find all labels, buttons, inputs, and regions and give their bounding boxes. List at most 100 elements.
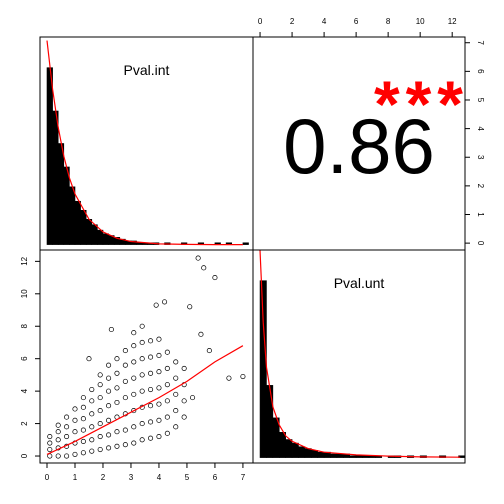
panel	[46, 255, 246, 459]
point	[47, 453, 53, 459]
point	[164, 414, 170, 420]
point	[86, 356, 92, 362]
point	[131, 330, 137, 336]
point	[198, 331, 204, 337]
bar	[57, 143, 65, 245]
point	[89, 448, 95, 454]
point	[80, 416, 86, 422]
bar	[349, 455, 357, 458]
point	[114, 443, 120, 449]
x-tick-label: 10	[416, 17, 425, 26]
point	[106, 362, 112, 368]
point	[122, 378, 128, 384]
y-tick-label: 0	[476, 241, 485, 246]
trend-line	[259, 250, 461, 458]
bar	[355, 455, 363, 458]
point	[164, 430, 170, 436]
y-tick-label: 5	[476, 98, 485, 103]
point	[173, 375, 179, 381]
point	[55, 453, 61, 459]
y-tick-label: 8	[20, 323, 29, 328]
point	[97, 421, 103, 427]
bar	[285, 439, 293, 458]
point	[97, 434, 103, 440]
point	[240, 373, 246, 380]
point	[189, 395, 196, 401]
point	[80, 427, 86, 433]
bar	[52, 110, 59, 245]
x-tick-label: 7	[241, 473, 246, 482]
point	[122, 442, 128, 448]
bar	[80, 209, 87, 245]
y-tick-label: 6	[20, 356, 29, 361]
point	[139, 323, 145, 329]
bar	[69, 186, 76, 245]
point	[122, 395, 128, 401]
trend-line	[46, 345, 244, 455]
y-tick-label: 7	[476, 40, 485, 45]
point	[106, 388, 112, 394]
point	[47, 434, 53, 440]
point	[89, 424, 95, 430]
x-tick-label: 2	[290, 17, 295, 26]
point	[164, 349, 170, 355]
point	[148, 386, 154, 393]
point	[131, 424, 137, 430]
x-tick-label: 2	[101, 473, 106, 482]
point	[226, 375, 232, 381]
point	[148, 435, 154, 441]
point	[212, 275, 218, 281]
bar	[97, 229, 104, 245]
bar	[310, 450, 318, 458]
bar	[266, 385, 274, 458]
point	[195, 255, 201, 261]
panel-title: Pval.int	[124, 62, 170, 78]
point	[122, 427, 128, 433]
point	[64, 414, 70, 420]
point	[173, 391, 179, 397]
panel	[259, 250, 465, 458]
point	[80, 404, 86, 410]
x-tick-label: 12	[448, 17, 457, 26]
y-tick-label: 12	[20, 256, 29, 265]
point	[97, 395, 103, 401]
point	[148, 370, 154, 376]
point	[47, 440, 53, 446]
point	[173, 408, 179, 414]
point	[72, 451, 78, 457]
bar	[85, 219, 93, 245]
bar	[102, 233, 109, 245]
panel-border	[39, 249, 254, 464]
point	[80, 438, 86, 444]
x-tick-label: 4	[322, 17, 327, 26]
point	[72, 417, 78, 423]
point	[148, 419, 154, 425]
point	[97, 446, 103, 453]
x-tick-label: 4	[157, 473, 162, 482]
point	[89, 411, 95, 417]
point	[80, 450, 86, 456]
x-tick-label: 0	[45, 473, 50, 482]
point	[97, 382, 103, 388]
y-tick-label: 1	[476, 212, 485, 217]
point	[106, 432, 112, 438]
x-tick-label: 5	[185, 473, 190, 482]
point	[139, 437, 145, 443]
bar	[298, 446, 306, 458]
point	[156, 401, 162, 407]
bar	[362, 455, 370, 458]
y-tick-label: 2	[20, 421, 29, 426]
point	[164, 365, 170, 371]
point	[156, 417, 162, 423]
point	[139, 421, 145, 427]
point	[164, 398, 170, 404]
point	[139, 388, 145, 394]
x-tick-label: 3	[129, 473, 134, 482]
bar	[91, 224, 98, 245]
correlation-value: 0.86	[283, 102, 435, 190]
point	[156, 385, 162, 391]
point	[131, 440, 137, 446]
x-tick-label: 8	[386, 17, 391, 26]
y-tick-label: 4	[476, 126, 485, 131]
panel-border	[252, 249, 466, 464]
